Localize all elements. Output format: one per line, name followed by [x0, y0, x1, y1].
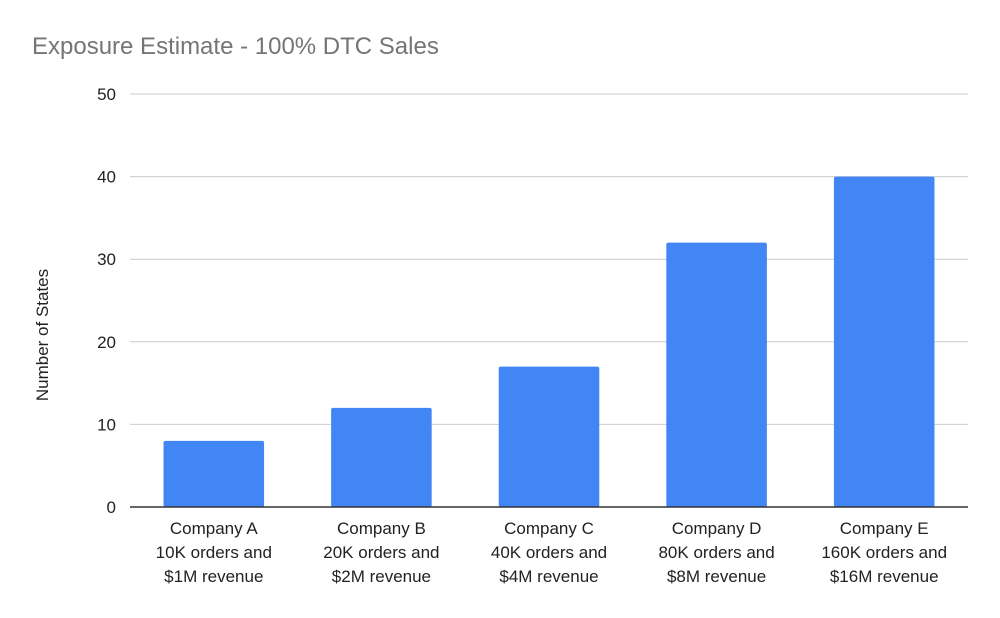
y-axis-ticks: 0 10 20 30 40 50	[97, 85, 116, 517]
bar	[331, 407, 432, 507]
x-category-label: Company A 10K orders and $1M revenue	[156, 519, 272, 586]
x-category-label: Company E 160K orders and $16M revenue	[821, 519, 947, 586]
bar	[163, 440, 265, 507]
bar	[498, 366, 600, 507]
y-tick-label: 10	[97, 415, 116, 434]
y-tick-label: 50	[97, 85, 116, 104]
y-tick-label: 30	[97, 250, 116, 269]
x-category-label: Company B 20K orders and $2M revenue	[323, 519, 439, 586]
y-axis-label: Number of States	[33, 269, 52, 401]
y-tick-label: 40	[97, 168, 116, 187]
bar	[666, 242, 767, 507]
bars	[163, 176, 935, 507]
x-category-label: Company C 40K orders and $4M revenue	[491, 519, 607, 586]
chart-title: Exposure Estimate - 100% DTC Sales	[32, 33, 439, 60]
gridlines	[130, 93, 968, 425]
x-category-label: Company D 80K orders and $8M revenue	[658, 519, 774, 586]
bar	[833, 176, 935, 507]
y-tick-label: 0	[107, 498, 116, 517]
y-tick-label: 20	[97, 333, 116, 352]
x-axis-categories: Company A 10K orders and $1M revenue Compan…	[156, 519, 947, 586]
